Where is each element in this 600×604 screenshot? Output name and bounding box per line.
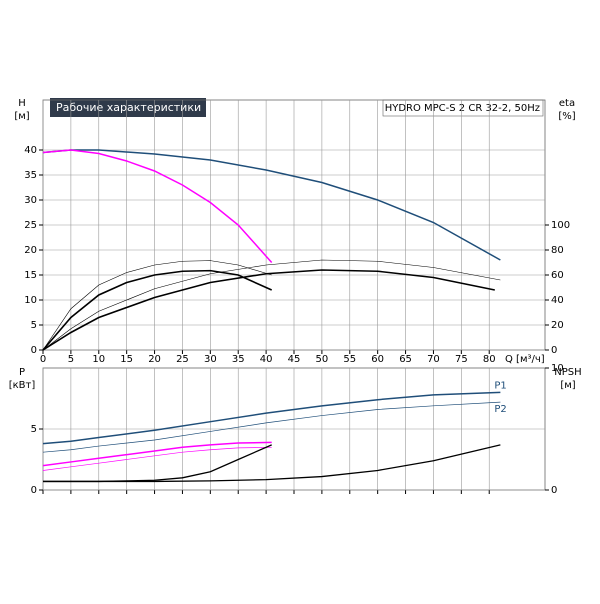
y2-tick-label: 40	[551, 295, 564, 306]
x-tick-label: 75	[455, 354, 468, 365]
x-tick-label: 60	[371, 354, 384, 365]
y-tick-label: 35	[24, 170, 37, 181]
y-label: H	[18, 98, 26, 109]
x-tick-label: 15	[120, 354, 133, 365]
curve	[42, 149, 273, 263]
y2-tick-label: 10	[551, 363, 564, 374]
x-tick-label: 25	[176, 354, 189, 365]
y-tick-label: 5	[31, 424, 37, 435]
x-tick-label: 20	[148, 354, 161, 365]
y2-tick-label: 20	[551, 320, 564, 331]
curve	[42, 149, 501, 261]
y-tick-label: 30	[24, 195, 37, 206]
x-tick-label: 35	[232, 354, 245, 365]
y2-tick-label: 0	[551, 485, 557, 496]
x-label: Q [м³/ч]	[505, 354, 545, 365]
series-label: P2	[494, 404, 506, 415]
y-tick-label: 0	[31, 345, 37, 356]
x-tick-label: 50	[316, 354, 329, 365]
x-tick-label: 30	[204, 354, 217, 365]
curve	[42, 441, 272, 467]
curve	[42, 401, 501, 453]
y-unit: [м]	[14, 111, 29, 122]
subtitle: HYDRO MPC-S 2 CR 32-2, 50Hz	[385, 103, 540, 114]
y-tick-label: 40	[24, 145, 37, 156]
x-tick-label: 45	[288, 354, 301, 365]
y2-tick-label: 100	[551, 220, 570, 231]
y-tick-label: 10	[24, 295, 37, 306]
curve	[42, 269, 273, 351]
y2-tick-label: 80	[551, 245, 564, 256]
chart-title: Рабочие характеристики	[56, 101, 201, 114]
y-tick-label: 20	[24, 245, 37, 256]
y2-unit: [м]	[560, 380, 575, 391]
curve	[43, 444, 501, 483]
y2-label: eta	[559, 98, 575, 109]
curve	[42, 260, 272, 351]
y2-tick-label: 0	[551, 345, 557, 356]
curve	[42, 269, 495, 351]
x-tick-label: 0	[40, 354, 46, 365]
curve	[42, 259, 501, 351]
curve	[42, 446, 272, 471]
y-tick-label: 0	[31, 485, 37, 496]
y-tick-label: 5	[31, 320, 37, 331]
x-tick-label: 65	[399, 354, 412, 365]
y2-label: NPSH	[554, 367, 581, 378]
x-tick-label: 10	[92, 354, 105, 365]
x-tick-label: 80	[483, 354, 496, 365]
x-tick-label: 70	[427, 354, 440, 365]
x-tick-label: 40	[260, 354, 273, 365]
y-label: P	[19, 367, 25, 378]
x-tick-label: 55	[343, 354, 356, 365]
curve	[42, 391, 501, 445]
x-tick-label: 5	[68, 354, 74, 365]
y2-tick-label: 60	[551, 270, 564, 281]
y-tick-label: 25	[24, 220, 37, 231]
y-unit: [кВт]	[9, 380, 36, 391]
title-box	[50, 98, 206, 117]
y-tick-label: 15	[24, 270, 37, 281]
y2-unit: [%]	[558, 111, 575, 122]
series-label: P1	[494, 380, 506, 391]
